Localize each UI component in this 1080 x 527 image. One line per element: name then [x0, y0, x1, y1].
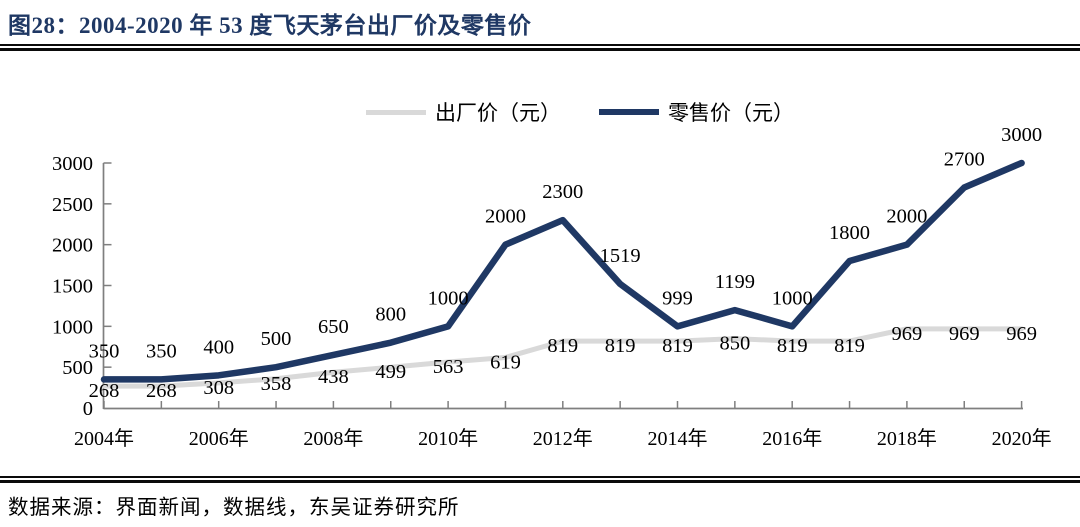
figure-title: 图28：2004-2020 年 53 度飞天茅台出厂价及零售价	[8, 13, 532, 38]
factory-price-data-label: 969	[1006, 323, 1037, 345]
y-axis-tick-label: 500	[62, 357, 93, 379]
retail-price-data-label: 999	[662, 287, 693, 309]
x-axis-tick-label: 2010年	[418, 427, 478, 450]
x-axis-tick-label: 2014年	[648, 427, 708, 450]
retail-price-data-label: 3000	[1001, 124, 1042, 146]
factory-price-data-label: 268	[146, 380, 177, 402]
retail-price-data-label: 800	[375, 304, 406, 326]
factory-price-data-label: 850	[719, 333, 750, 355]
y-axis-tick-label: 1000	[52, 316, 93, 338]
retail-price-data-label: 2000	[886, 206, 927, 228]
retail-price-line	[100, 159, 1025, 383]
y-axis-tick-label: 2000	[52, 235, 93, 257]
retail-price-line-swatch	[599, 109, 659, 115]
retail-price-data-label: 2000	[485, 206, 526, 228]
factory-price-data-label: 619	[490, 351, 521, 373]
retail-price-data-label: 1000	[428, 287, 469, 309]
factory-price-data-label: 268	[89, 380, 120, 402]
factory-price-data-label: 969	[892, 323, 923, 345]
factory-price-data-label: 819	[834, 335, 865, 357]
factory-price-data-label: 563	[433, 356, 464, 378]
legend-label-factory-price: 出厂价（元）	[435, 101, 561, 125]
factory-price-data-label: 819	[662, 335, 693, 357]
retail-price-data-label: 350	[146, 340, 177, 362]
factory-price-data-label: 819	[777, 335, 808, 357]
data-source-text: 数据来源：界面新闻，数据线，东吴证券研究所	[8, 497, 460, 519]
x-axis-tick-label: 2016年	[762, 427, 822, 450]
legend-label-retail-price: 零售价（元）	[668, 101, 794, 125]
factory-price-line	[101, 326, 1025, 389]
y-axis-tick-label: 1500	[52, 276, 93, 298]
y-axis-tick-label: 0	[83, 398, 93, 420]
legend-item-factory-price: 出厂价（元）	[366, 97, 561, 127]
factory-price-data-label: 308	[203, 377, 234, 399]
title-divider	[0, 44, 1080, 51]
retail-price-data-label: 2700	[944, 149, 985, 171]
factory-price-data-label: 438	[318, 366, 349, 388]
x-axis-tick-label: 2008年	[303, 427, 363, 450]
x-axis-tick-label: 2020年	[992, 427, 1052, 450]
factory-price-data-label: 358	[261, 373, 292, 395]
chart-legend: 出厂价（元） 零售价（元）	[366, 97, 794, 127]
retail-price-data-label: 350	[89, 340, 120, 362]
y-axis-tick-label: 2500	[52, 194, 93, 216]
factory-price-data-label: 819	[605, 335, 636, 357]
y-axis-tick-label: 3000	[52, 153, 93, 175]
x-axis-tick-label: 2018年	[877, 427, 937, 450]
legend-item-retail-price: 零售价（元）	[599, 97, 794, 127]
retail-price-data-label: 1800	[829, 222, 870, 244]
retail-price-data-label: 500	[261, 328, 292, 350]
retail-price-data-label: 2300	[542, 181, 583, 203]
retail-price-data-label: 650	[318, 316, 349, 338]
source-divider	[0, 476, 1080, 483]
factory-price-data-label: 969	[949, 323, 980, 345]
factory-price-data-label: 819	[547, 335, 578, 357]
retail-price-data-label: 1000	[772, 287, 813, 309]
factory-price-line-swatch	[366, 109, 426, 115]
x-axis-tick-label: 2012年	[533, 427, 593, 450]
x-axis-tick-label: 2006年	[189, 427, 249, 450]
retail-price-data-label: 400	[203, 336, 234, 358]
retail-price-data-label: 1519	[600, 245, 641, 267]
retail-price-data-label: 1199	[715, 271, 755, 293]
factory-price-data-label: 499	[375, 361, 406, 383]
x-axis-tick-label: 2004年	[74, 427, 134, 450]
